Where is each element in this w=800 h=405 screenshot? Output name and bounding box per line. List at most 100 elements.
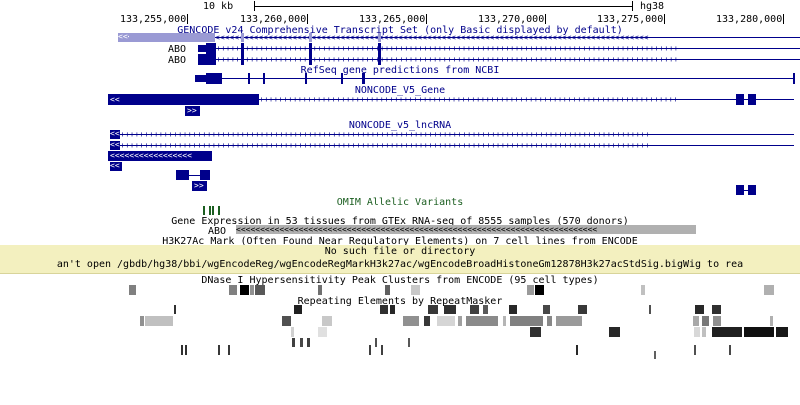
lncrna-row2-arrows: ++++++++++++++++++++++++++++++++++++++++… [120,142,650,150]
lncrna-row5-intron [189,175,200,176]
gencode-abo1-utr [198,45,206,52]
error-banner-border [0,273,800,274]
lncrna-row5-exon-a [176,170,189,180]
gencode-transcript1-utr [129,33,215,42]
repeat-element [408,338,410,347]
lncrna-row6-arrows: >> [194,182,206,190]
repeat-element [578,305,587,314]
page-bottom-blank [0,363,800,405]
track-title-noncode-lncrna: NONCODE_v5_lncRNA [348,120,452,131]
repeat-element [713,316,721,326]
ruler-tick-label: 133,255,000 [120,14,187,25]
repeat-element [712,305,721,314]
noncode-gene-tick-arrows: ++++++++++++++++++++++++++++++++++++++++… [259,96,679,104]
lncrna-row2-line [120,145,794,146]
gencode-abo1-intron [216,48,800,49]
omim-variant-tick [218,206,220,215]
gencode-exon [241,33,244,42]
gencode-abo1-cds [206,43,216,54]
noncode-gene-sub-arrows: >> [187,107,199,115]
ruler-tick-mark [187,14,188,24]
repeat-element [503,316,506,326]
refseq-utr [195,75,206,82]
dnase-peak [385,285,390,295]
repeat-element [375,338,377,347]
repeat-element [380,305,388,314]
refseq-exon [305,73,307,84]
repeat-element [576,345,578,355]
gencode-exon [378,43,381,54]
dnase-peak [229,285,237,295]
ruler-tick-label: 133,260,000 [240,14,307,25]
scale-bar-label: 10 kb [203,1,234,12]
repeat-element [744,327,774,337]
refseq-intron [222,78,794,79]
gtex-gene-label: ABO [208,226,227,237]
repeat-element [776,327,788,337]
ruler-tick-mark [783,14,784,24]
repeat-element [369,345,371,355]
track-title-repeatmasker: Repeating Elements by RepeatMasker [297,296,503,307]
scale-bar-right-tick [632,1,633,11]
repeat-element [181,345,183,355]
gene-label-abo: ABO [168,44,187,55]
repeat-element [458,316,462,326]
error-banner [0,245,800,273]
right-feature-intron [744,190,748,191]
gencode-abo1-arrows: ++++++++++++++++++++++++++++++++++++++++… [216,45,679,53]
repeat-element [695,305,704,314]
ruler-tick-label: 133,270,000 [478,14,545,25]
lncrna-row3-arrows: <<<<<<<<<<<<<<<<< [110,152,210,160]
repeat-element [770,316,773,326]
ruler-tick-mark [307,14,308,24]
gencode-exon [378,54,381,65]
repeat-element [291,327,294,337]
noncode-gene-intron [259,99,794,100]
dnase-peak [240,285,249,295]
gencode-exon [241,54,244,65]
ruler-tick-label: 133,275,000 [597,14,664,25]
repeat-element [140,316,144,326]
repeat-element [547,316,552,326]
repeat-element [228,345,230,355]
dnase-peak [250,285,254,295]
gencode-exon [309,54,312,65]
refseq-exon [793,73,795,84]
lncrna-row2-arrowhead: << [110,141,120,150]
gene-label-abo: ABO [168,55,187,66]
dnase-peak [255,285,265,295]
gencode-abo2-cds [198,54,216,65]
repeat-element [424,316,430,326]
repeat-element [300,338,303,347]
dnase-peak [535,285,544,295]
track-title-h3k27ac: H3K27Ac Mark (Often Found Near Regulator… [162,236,638,247]
repeat-element [403,316,419,326]
omim-variant-tick [212,206,214,215]
gencode-transcript1-arrows: <<<<<<<<<<<<<<<<<<<<<<<<<<<<<<<<<<<<<<<<… [215,34,649,42]
repeat-element [483,305,488,314]
refseq-cds [206,73,222,84]
repeat-element [444,305,456,314]
ruler-tick-label: 133,265,000 [359,14,426,25]
repeat-element [609,327,620,337]
repeat-element [702,316,709,326]
gtex-gene-bar: <<<<<<<<<<<<<<<<<<<<<<<<<<<<<<<<<<<<<<<<… [236,225,696,234]
error-message-line1: No such file or directory [324,246,476,257]
repeat-element [428,305,438,314]
repeat-element [530,327,541,337]
dnase-peak [129,285,136,295]
dnase-peak [411,285,420,295]
noncode-gene-arrows: << [110,96,124,104]
repeat-element [510,316,543,326]
lncrna-row1-line [120,134,794,135]
noncode-gene-block [108,94,259,105]
track-title-noncode-gene: NONCODE_V5_Gene [354,85,446,96]
track-title-refseq: RefSeq gene predictions from NCBI [300,65,500,76]
repeat-element [654,351,656,359]
repeat-element [729,345,731,355]
dnase-peak [764,285,774,295]
repeat-element [381,345,383,355]
repeat-element [218,345,220,355]
repeat-element [509,305,517,314]
